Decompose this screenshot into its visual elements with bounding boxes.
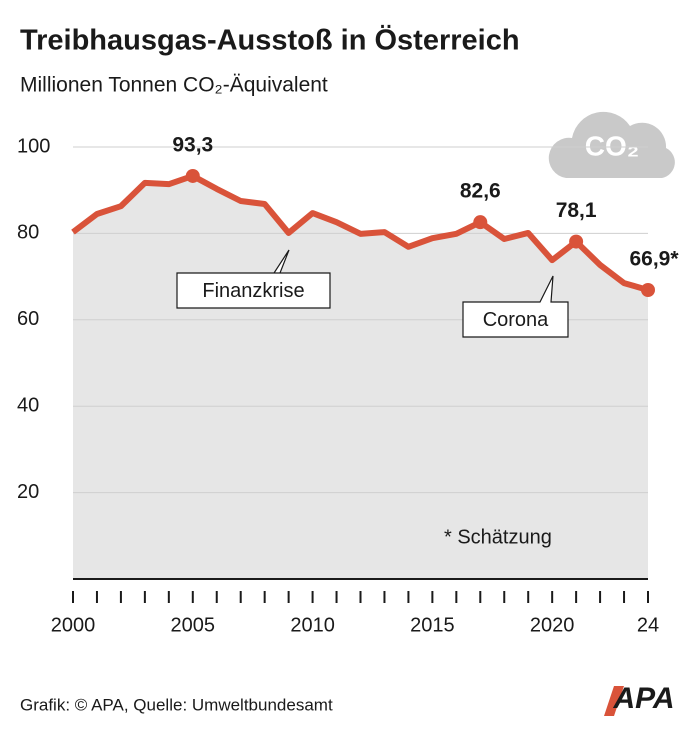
y-tick-label: 80 [17,222,39,244]
x-tick-label: 2010 [290,614,335,636]
value-label: 82,6 [460,180,501,203]
icon-text: CO₂ [585,130,639,161]
x-tick-label: 2015 [410,614,455,636]
value-label: 93,3 [172,133,213,156]
annotation: * Schätzung [444,526,552,548]
logo-text: APA [612,682,674,715]
y-tick-label: 40 [17,394,39,416]
value-label: 78,1 [556,199,597,222]
x-tick-label: 2000 [51,614,96,636]
value-label: 66,9* [629,248,679,271]
point [473,215,488,230]
x-tick-label: 2005 [171,614,216,636]
x-tick-label: 2020 [530,614,575,636]
point [569,234,584,249]
line [71,172,649,293]
y-tick-label: 20 [17,481,39,503]
callout-box [176,249,331,309]
annotation: Corona [483,309,549,331]
x-tick-label: 24 [637,614,659,636]
point [641,282,655,297]
chart-title: Treibhausgas-Ausstoß in Österreich [20,24,520,57]
chart-subtitle: Millionen Tonnen CO₂-Äquivalent [20,74,328,97]
co2-icon: CO₂ [548,111,675,178]
logo: APA [604,682,675,716]
y-tick-label: 100 [17,135,50,157]
annotation: Finanzkrise [202,280,304,302]
y-tick-label: 60 [17,308,39,330]
point [185,168,200,183]
callout-box [462,275,569,338]
footer: Grafik: © APA, Quelle: Umweltbundesamt [20,695,333,714]
